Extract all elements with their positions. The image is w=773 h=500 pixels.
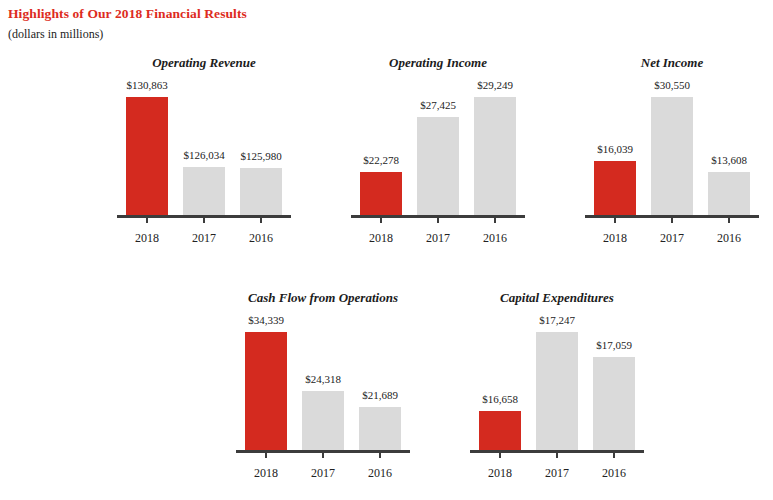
chart-title: Operating Income (321, 55, 555, 73)
x-axis-tick (380, 218, 382, 223)
x-axis-tick (494, 218, 496, 223)
bar-2017 (536, 332, 578, 450)
bar-value-label: $30,550 (632, 79, 712, 92)
x-axis-label-2017: 2017 (642, 231, 702, 246)
x-axis-tick (146, 218, 148, 223)
chart-operating-income: Operating Income $22,278$27,425$29,249 2… (351, 55, 525, 251)
x-axis-tick (556, 453, 558, 458)
bar-2016 (593, 357, 635, 450)
x-axis-label-2016: 2016 (231, 231, 291, 246)
bar-value-label: $13,608 (689, 154, 769, 167)
bar-value-label: $17,059 (574, 339, 654, 352)
chart-title: Capital Expenditures (440, 290, 674, 308)
page-title: Highlights of Our 2018 Financial Results (8, 6, 247, 22)
bar-value-label: $34,339 (226, 314, 306, 327)
chart-title: Net Income (555, 55, 773, 73)
bar-value-label: $16,658 (460, 393, 540, 406)
x-axis-label-2018: 2018 (236, 466, 296, 481)
bar-value-label: $21,689 (340, 389, 420, 402)
chart-plot: $16,039$30,550$13,608 (585, 75, 759, 215)
chart-plot: $16,658$17,247$17,059 (470, 310, 644, 450)
bar-2017 (417, 117, 459, 215)
bar-value-label: $125,980 (221, 150, 301, 163)
bar-value-label: $130,863 (107, 79, 187, 92)
chart-operating-revenue: Operating Revenue $130,863$126,034$125,9… (117, 55, 291, 251)
bar-value-label: $24,318 (283, 373, 363, 386)
units-note: (dollars in millions) (8, 27, 103, 42)
chart-title: Operating Revenue (87, 55, 321, 73)
x-axis-tick (613, 453, 615, 458)
financial-highlights-page: Highlights of Our 2018 Financial Results… (0, 0, 773, 500)
bar-2018 (126, 97, 168, 215)
bar-2018 (479, 411, 521, 450)
bar-2018 (245, 332, 287, 450)
x-axis-tick (203, 218, 205, 223)
chart-plot: $130,863$126,034$125,980 (117, 75, 291, 215)
x-axis-tick (671, 218, 673, 223)
x-axis-tick (614, 218, 616, 223)
x-axis-label-2016: 2016 (350, 466, 410, 481)
x-axis-label-2017: 2017 (174, 231, 234, 246)
x-axis-tick (437, 218, 439, 223)
x-axis-label-2016: 2016 (465, 231, 525, 246)
x-axis-tick (260, 218, 262, 223)
chart-plot: $22,278$27,425$29,249 (351, 75, 525, 215)
x-axis-tick (379, 453, 381, 458)
bar-2016 (359, 407, 401, 450)
bar-value-label: $22,278 (341, 154, 421, 167)
bar-value-label: $16,039 (575, 143, 655, 156)
chart-net-income: Net Income $16,039$30,550$13,608 2018201… (585, 55, 759, 251)
x-axis-label-2018: 2018 (351, 231, 411, 246)
x-axis-tick (322, 453, 324, 458)
bar-value-label: $27,425 (398, 99, 478, 112)
chart-plot: $34,339$24,318$21,689 (236, 310, 410, 450)
x-axis-tick (499, 453, 501, 458)
chart-title: Cash Flow from Operations (206, 290, 440, 308)
chart-capital-expenditures: Capital Expenditures $16,658$17,247$17,0… (470, 290, 644, 486)
x-axis-label-2017: 2017 (408, 231, 468, 246)
bar-2016 (708, 172, 750, 215)
bar-value-label: $29,249 (455, 79, 535, 92)
x-axis-label-2017: 2017 (527, 466, 587, 481)
bar-value-label: $17,247 (517, 314, 597, 327)
x-axis-label-2017: 2017 (293, 466, 353, 481)
chart-cash-flow-from-operations: Cash Flow from Operations $34,339$24,318… (236, 290, 410, 486)
bar-2017 (183, 167, 225, 215)
x-axis-label-2018: 2018 (117, 231, 177, 246)
x-axis-label-2016: 2016 (584, 466, 644, 481)
bar-2017 (302, 391, 344, 450)
bar-2016 (474, 97, 516, 215)
x-axis-label-2018: 2018 (470, 466, 530, 481)
bar-2018 (594, 161, 636, 215)
x-axis-label-2016: 2016 (699, 231, 759, 246)
bar-2018 (360, 172, 402, 215)
x-axis-tick (265, 453, 267, 458)
x-axis-tick (728, 218, 730, 223)
bar-2016 (240, 168, 282, 215)
x-axis-label-2018: 2018 (585, 231, 645, 246)
bar-2017 (651, 97, 693, 215)
